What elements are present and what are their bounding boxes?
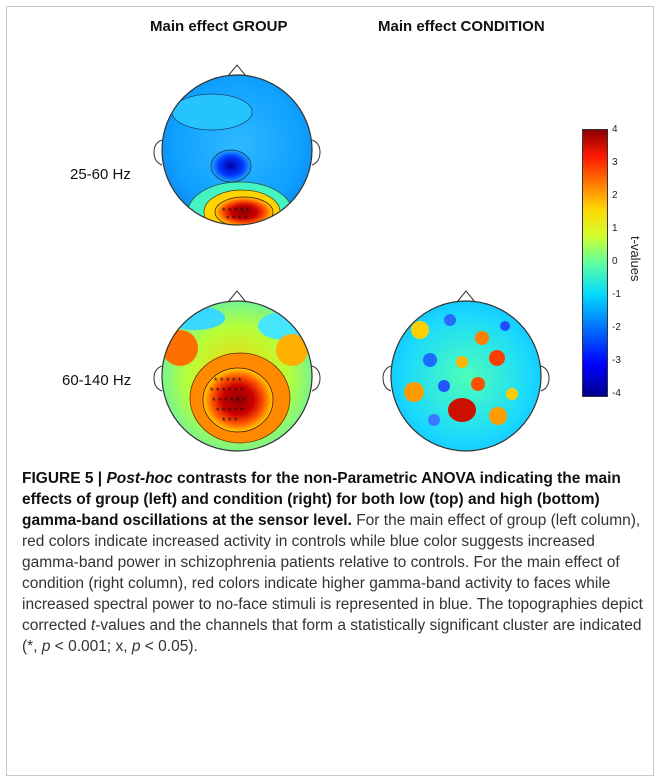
caption-body-3: < 0.001; x, [50,638,132,655]
colorbar-tick: -4 [612,388,621,399]
colorbar-tick: 0 [612,256,618,267]
caption-p1: p [41,638,51,655]
caption-t: t [90,617,96,634]
topography-maps: * * * * * * * * * * * * * * * * * * * * … [153,64,550,452]
colorbar-tick: 3 [612,157,618,168]
caption-prefix: FIGURE 5 | [22,470,107,487]
map-group-low: * * * * * * * * * [153,64,321,226]
svg-text:* * * * *: * * * * * [216,406,244,416]
svg-text:* * *: * * * [222,416,238,426]
colorbar-tick: 1 [612,223,618,234]
svg-text:* * * * *: * * * * * [214,376,242,386]
colorbar-tick: -2 [612,322,621,333]
caption-p2: p [131,638,141,655]
svg-text:* * * * * *: * * * * * * [212,396,246,406]
svg-text:* * * * *: * * * * * [222,206,250,216]
row-label-high: 60-140 Hz [62,372,132,389]
svg-text:* * * *: * * * * [226,214,248,224]
colorbar-tick: 4 [612,124,618,135]
svg-text:* * * * * *: * * * * * * [210,386,244,396]
colorbar-tick: -1 [612,289,621,300]
caption-body: For the main effect of group (left colum… [22,512,643,634]
caption-posthoc: Post-hoc [106,470,173,487]
figure-panel [6,6,654,776]
colorbar-tick: 2 [612,190,618,201]
caption-body-2: -values and the channels that form a sta… [22,617,642,655]
map-condition-high [382,290,550,452]
title-condition: Main effect CONDITION [378,18,545,35]
title-group: Main effect GROUP [150,18,288,35]
colorbar-tick: -3 [612,355,621,366]
caption-bold-text: contrasts for the non-Parametric ANOVA i… [22,470,621,529]
figure-caption: FIGURE 5 | Post-hoc contrasts for the no… [22,468,646,657]
map-group-high: * * * * * * * * * * * * * * * * * * * * … [153,290,321,452]
colorbar-label: t-values [628,236,643,282]
caption-body-4: < 0.05). [140,638,198,655]
row-label-low: 25-60 Hz [70,166,131,183]
colorbar [582,129,608,397]
